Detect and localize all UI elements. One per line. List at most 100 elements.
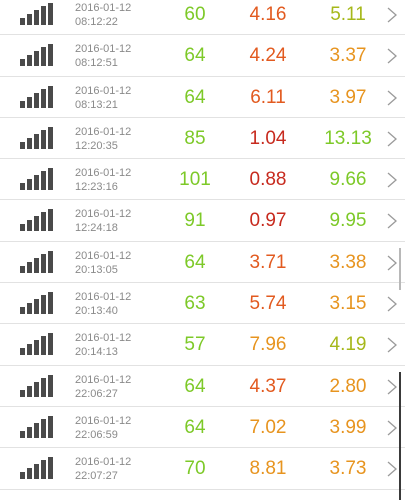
record-time: 12:20:35 (75, 139, 118, 152)
value-1: 70 (184, 458, 206, 480)
value-2: 8.81 (249, 458, 287, 480)
record-date: 2016-01-12 (75, 167, 132, 180)
value-3: 9.95 (329, 210, 367, 232)
list-edge-indicator (399, 372, 401, 500)
chevron-right-icon[interactable] (386, 47, 398, 65)
record-time: 08:12:51 (75, 57, 118, 70)
record-date: 2016-01-12 (75, 456, 132, 469)
record-date: 2016-01-12 (75, 373, 132, 386)
chevron-right-icon[interactable] (386, 419, 398, 437)
value-3: 2.80 (329, 375, 367, 397)
list-item[interactable]: 2016-01-12 08:12:51 64 4.24 3.37 (0, 35, 405, 77)
record-date: 2016-01-12 (75, 249, 132, 262)
signal-bars-icon (20, 292, 53, 315)
record-time: 22:07:27 (75, 470, 118, 483)
chevron-right-icon[interactable] (386, 130, 398, 148)
list-item[interactable]: 2016-01-12 20:14:13 57 7.96 4.19 (0, 324, 405, 366)
chevron-right-icon[interactable] (386, 171, 398, 189)
chevron-right-icon[interactable] (386, 460, 398, 478)
list-item[interactable]: 2016-01-12 20:13:40 63 5.74 3.15 (0, 283, 405, 325)
signal-bars-icon (20, 250, 53, 273)
record-time: 08:13:21 (75, 98, 118, 111)
value-2: 4.37 (249, 375, 287, 397)
value-3: 4.19 (329, 334, 367, 356)
chevron-right-icon[interactable] (386, 89, 398, 107)
chevron-right-icon[interactable] (386, 6, 398, 24)
record-time: 20:13:05 (75, 263, 118, 276)
value-1: 60 (184, 4, 206, 25)
signal-bars-icon (20, 415, 53, 438)
value-3: 13.13 (324, 127, 372, 149)
record-date: 2016-01-12 (75, 43, 132, 56)
record-datetime: 2016-01-12 12:24:18 (75, 207, 131, 235)
value-3: 3.73 (329, 458, 367, 480)
record-time: 20:14:13 (75, 346, 118, 359)
value-2: 3.71 (249, 251, 287, 273)
value-2: 0.97 (249, 210, 287, 232)
value-2: 4.16 (249, 4, 287, 25)
record-datetime: 2016-01-12 22:07:27 (75, 455, 131, 483)
record-date: 2016-01-12 (75, 125, 132, 138)
record-datetime: 2016-01-12 20:13:05 (75, 249, 131, 277)
value-2: 5.74 (249, 293, 287, 315)
signal-bars-icon (20, 44, 53, 67)
chevron-right-icon[interactable] (386, 212, 398, 230)
value-1: 64 (184, 416, 206, 438)
value-3: 9.66 (329, 169, 367, 191)
record-date: 2016-01-12 (75, 414, 132, 427)
list-item[interactable]: 2016-01-12 08:12:22 60 4.16 5.11 (0, 0, 405, 36)
value-3: 3.15 (329, 293, 367, 315)
chevron-right-icon[interactable] (386, 254, 398, 272)
value-3: 3.37 (329, 45, 367, 67)
record-date: 2016-01-12 (75, 84, 132, 97)
signal-bars-icon (20, 168, 53, 191)
list-item[interactable]: 2016-01-12 20:13:05 64 3.71 3.38 (0, 241, 405, 284)
list-item[interactable]: 2016-01-12 22:06:59 64 7.02 3.99 (0, 406, 405, 449)
record-datetime: 2016-01-12 12:23:16 (75, 166, 131, 194)
record-date: 2016-01-12 (75, 291, 132, 304)
signal-bars-icon (20, 3, 53, 25)
record-datetime: 2016-01-12 12:20:35 (75, 125, 131, 153)
list-item[interactable]: 2016-01-12 08:13:21 64 6.11 3.97 (0, 76, 405, 118)
value-3: 5.11 (330, 4, 366, 25)
list-item[interactable]: 2016-01-12 22:07:27 70 8.81 3.73 (0, 448, 405, 490)
record-datetime: 2016-01-12 22:06:59 (75, 414, 131, 442)
value-2: 7.02 (249, 416, 287, 438)
signal-bars-icon (20, 126, 53, 149)
signal-bars-icon (20, 374, 53, 397)
list-item[interactable]: 2016-01-12 12:23:16 101 0.88 9.66 (0, 159, 405, 201)
signal-bars-icon (20, 457, 53, 480)
value-2: 4.24 (249, 45, 287, 67)
value-1: 64 (184, 375, 206, 397)
record-time: 12:24:18 (75, 222, 118, 235)
value-2: 1.04 (249, 127, 287, 149)
record-datetime: 2016-01-12 20:13:40 (75, 290, 131, 318)
chevron-right-icon[interactable] (386, 378, 398, 396)
chevron-right-icon[interactable] (386, 295, 398, 313)
value-1: 64 (184, 86, 206, 108)
record-time: 12:23:16 (75, 181, 118, 194)
list-item[interactable]: 2016-01-12 12:20:35 85 1.04 13.13 (0, 117, 405, 160)
value-3: 3.99 (329, 416, 367, 438)
record-datetime: 2016-01-12 08:12:22 (75, 1, 131, 29)
record-time: 08:12:22 (75, 16, 118, 28)
chevron-right-icon[interactable] (386, 336, 398, 354)
record-datetime: 2016-01-12 20:14:13 (75, 331, 131, 359)
record-datetime: 2016-01-12 08:12:51 (75, 42, 131, 70)
value-2: 7.96 (249, 334, 287, 356)
value-1: 101 (179, 169, 211, 191)
record-time: 22:06:59 (75, 428, 118, 441)
record-date: 2016-01-12 (75, 332, 132, 345)
list-item[interactable]: 2016-01-12 22:06:27 64 4.37 2.80 (0, 365, 405, 407)
value-1: 63 (184, 293, 206, 315)
scrollbar-indicator[interactable] (399, 248, 401, 290)
record-date: 2016-01-12 (75, 2, 132, 14)
record-date: 2016-01-12 (75, 208, 132, 221)
signal-bars-icon (20, 85, 53, 108)
value-3: 3.97 (329, 86, 367, 108)
list-item[interactable]: 2016-01-12 12:24:18 91 0.97 9.95 (0, 200, 405, 242)
value-3: 3.38 (329, 251, 367, 273)
value-1: 85 (184, 127, 206, 149)
value-1: 64 (184, 45, 206, 67)
